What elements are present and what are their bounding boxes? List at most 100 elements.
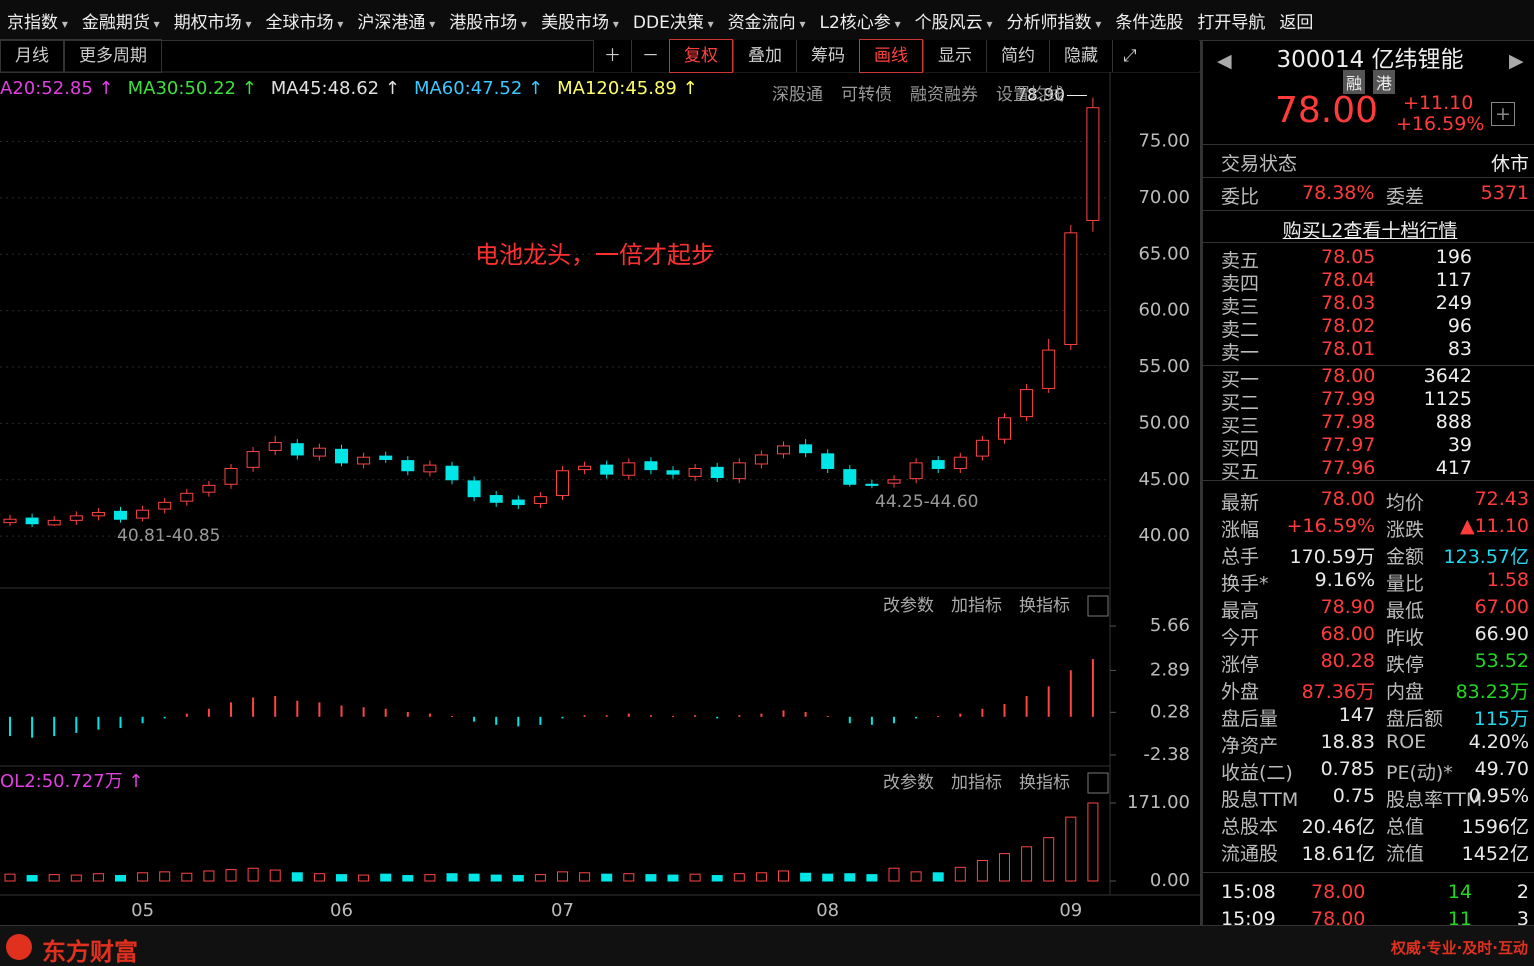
x-tick-label: 08	[816, 900, 839, 921]
volume-bar	[468, 873, 480, 882]
fullscreen[interactable]: ⤢	[1112, 40, 1147, 72]
menu-item[interactable]: DDE决策	[633, 8, 714, 33]
candle-body	[533, 496, 547, 504]
trade-cell: 78.00	[1311, 881, 1366, 903]
volume-bar	[402, 875, 414, 882]
macd-bar	[760, 713, 763, 717]
zoom-out[interactable]: －	[631, 40, 669, 72]
ma-label: MA60:47.52 ↑	[413, 78, 544, 99]
chart-link[interactable]: 设置均线	[996, 85, 1064, 105]
tool-button[interactable]: 简约	[986, 40, 1049, 72]
candle-body	[600, 464, 614, 475]
panel-button[interactable]: 换指标	[1019, 596, 1070, 616]
menu-item[interactable]: 个股风云	[915, 8, 993, 33]
volume-bar	[291, 872, 303, 882]
stat-label: 内盘	[1386, 681, 1425, 703]
tool-button[interactable]: 显示	[923, 40, 986, 72]
l2-link[interactable]: 购买L2查看十档行情	[1282, 220, 1458, 242]
book-label: 买四	[1221, 438, 1260, 460]
volume-bar	[203, 870, 215, 882]
prev-arrow[interactable]: ◀	[1217, 50, 1232, 72]
ma-label: MA120:45.89 ↑	[557, 78, 698, 99]
macd-bar	[31, 716, 34, 738]
volume-bar	[512, 875, 524, 882]
stat-label: 总股本	[1221, 816, 1279, 838]
tool-button[interactable]: 隐藏	[1049, 40, 1112, 72]
volume-bar	[424, 874, 436, 882]
menu-item[interactable]: 打开导航	[1197, 12, 1266, 33]
period-button[interactable]: 月线	[0, 39, 64, 73]
menu-item[interactable]: 返回	[1279, 12, 1314, 33]
tool-button[interactable]: 叠加	[733, 40, 796, 72]
tool-button[interactable]: 筹码	[796, 40, 859, 72]
ratio-label: 委比	[1221, 186, 1260, 208]
panel-button[interactable]: 加指标	[951, 773, 1002, 793]
volume-bar	[247, 867, 259, 882]
chart-link[interactable]: 融资融券	[910, 85, 978, 105]
menu-item[interactable]: 全球市场	[266, 8, 344, 33]
next-arrow[interactable]: ▶	[1509, 50, 1524, 72]
menu-item[interactable]: 金融期货	[82, 8, 160, 33]
slogan: 权威·专业·及时·互动	[1390, 939, 1528, 957]
candle-body	[246, 451, 260, 468]
separator	[1203, 365, 1534, 366]
stock-name: 300014 亿纬锂能	[1276, 47, 1464, 73]
stat-label: 总手	[1221, 546, 1260, 568]
period-button[interactable]: 更多周期	[64, 39, 162, 73]
ma-label: A20:52.85 ↑	[0, 78, 114, 99]
status-value: 休市	[1490, 153, 1529, 175]
stat-value: 1452亿	[1461, 843, 1529, 865]
book-label: 卖三	[1221, 296, 1260, 318]
candle-body	[953, 456, 967, 469]
panel-button[interactable]: 改参数	[883, 596, 934, 616]
menu-item[interactable]: 沪深港通	[357, 8, 435, 33]
menu-item[interactable]: 美股市场	[541, 8, 619, 33]
y-tick-label: -2.38	[1143, 744, 1190, 765]
menu-item[interactable]: L2核心参	[820, 8, 901, 33]
panel-button[interactable]: 改参数	[883, 773, 934, 793]
candle-body	[445, 465, 459, 481]
volume-bar	[1065, 816, 1077, 882]
x-tick-label: 07	[551, 900, 574, 921]
panel-button[interactable]: 换指标	[1019, 773, 1070, 793]
macd-bar	[672, 716, 674, 718]
add-button[interactable]: +	[1491, 102, 1515, 126]
volume-bar	[534, 874, 546, 882]
book-price: 78.04	[1321, 269, 1376, 291]
chart-link[interactable]: 深股通	[772, 85, 823, 105]
tool-button[interactable]: 画线	[859, 39, 923, 73]
candle-body	[1086, 107, 1100, 221]
menu-item[interactable]: 条件选股	[1115, 12, 1184, 33]
stat-value: 68.00	[1320, 623, 1375, 645]
book-price: 78.01	[1321, 338, 1376, 360]
candle-body	[1042, 349, 1056, 389]
menu-item[interactable]: 分析师指数	[1007, 8, 1102, 33]
menu-item[interactable]: 港股市场	[449, 8, 527, 33]
y-tick-label: 2.89	[1150, 659, 1190, 680]
x-tick-label: 09	[1059, 900, 1082, 921]
menu-item[interactable]: 期权市场	[174, 8, 252, 33]
chart-link[interactable]: 可转债	[841, 85, 892, 105]
stat-value: 53.52	[1474, 650, 1529, 672]
menu-item[interactable]: 资金流向	[728, 8, 806, 33]
y-tick-label: 0.00	[1150, 870, 1190, 891]
tool-button[interactable]: 复权	[669, 39, 733, 73]
status-label: 交易状态	[1221, 153, 1298, 175]
panel-button[interactable]: 加指标	[951, 596, 1002, 616]
volume-bar	[115, 875, 126, 882]
macd-bar	[252, 697, 255, 717]
menu-item[interactable]: 京指数	[7, 8, 68, 33]
candle-body	[335, 448, 348, 464]
zoom-in[interactable]: ＋	[593, 40, 631, 72]
macd-bar	[75, 716, 78, 733]
macd-bar	[561, 716, 564, 719]
macd-bar	[1025, 695, 1028, 717]
macd-bar	[318, 702, 321, 717]
stat-label: 涨跌	[1386, 519, 1425, 541]
candle-body	[136, 509, 150, 519]
macd-bar	[893, 716, 895, 724]
candle-body	[556, 470, 569, 497]
candle-body	[821, 453, 835, 469]
trade-cell: 2	[1516, 881, 1529, 903]
candle-body	[732, 462, 746, 480]
